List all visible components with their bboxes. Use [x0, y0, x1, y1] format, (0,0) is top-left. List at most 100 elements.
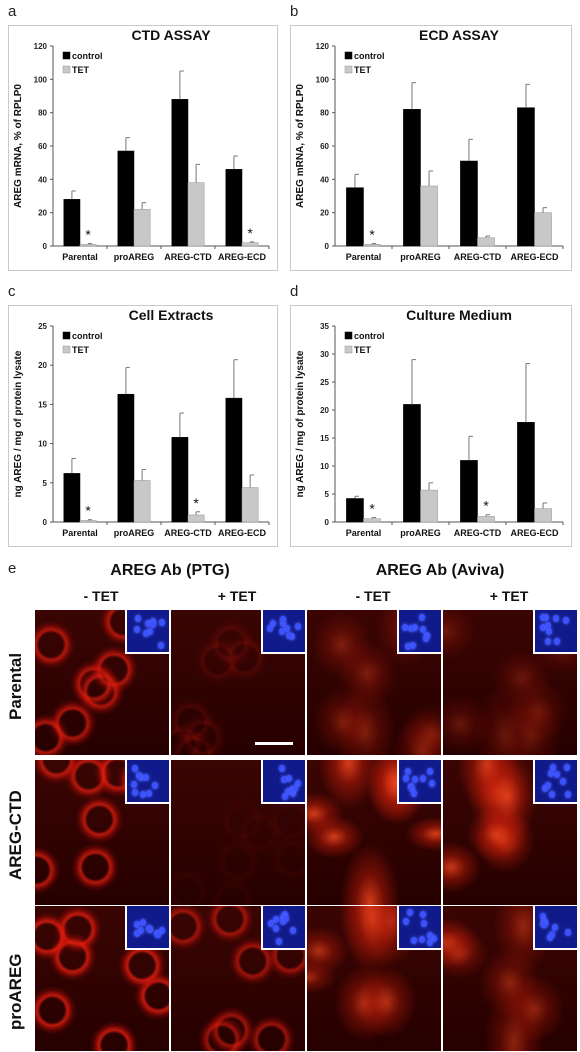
nucleus [295, 623, 301, 630]
bar-control-areg-ctd [171, 99, 189, 247]
bar-control-proareg [117, 150, 135, 247]
nucleus [545, 622, 551, 629]
chart-c-svg: Cell Extracts ng AREG / mg of protein lys… [13, 307, 270, 538]
nucleus [281, 776, 287, 783]
bar-tet-proareg [420, 185, 438, 247]
nuclear-stain-inset [397, 760, 441, 804]
nuclear-stain-inset [533, 760, 577, 804]
x-tick-label: AREG-ECD [218, 252, 267, 262]
x-tick-label: AREG-CTD [454, 528, 502, 538]
x-tick-label: Parental [346, 528, 382, 538]
legend-swatch [344, 65, 353, 74]
legend-label: TET [354, 65, 372, 75]
nucleus [280, 918, 286, 925]
nucleus [283, 915, 289, 922]
nucleus [134, 930, 140, 937]
row-label-areg-ctd: AREG-CTD [6, 790, 25, 880]
nucleus [546, 628, 552, 635]
chart-title: ECD ASSAY [419, 27, 500, 43]
y-tick-label: 20 [38, 361, 47, 370]
micrograph-cell [442, 609, 578, 756]
nucleus [427, 768, 433, 775]
nucleus [150, 621, 156, 628]
bar-tet-areg-ecd [534, 508, 552, 523]
legend-swatch [344, 51, 353, 60]
chart-title: Culture Medium [406, 307, 512, 323]
y-tick-label: 0 [325, 242, 330, 251]
nucleus [545, 638, 551, 645]
nucleus [292, 785, 298, 792]
y-axis-label: AREG mRNA, % of RPLP0 [295, 84, 306, 208]
x-tick-label: AREG-ECD [218, 528, 267, 538]
nucleus [545, 782, 551, 789]
nucleus [540, 624, 546, 631]
nucleus [411, 937, 417, 944]
nucleus [431, 935, 437, 942]
bar-control-parental [346, 498, 364, 523]
bar-tet-areg-ctd [187, 514, 205, 523]
legend-label: TET [72, 345, 90, 355]
significance-marker: * [85, 227, 91, 243]
micrograph-cell [306, 905, 442, 1052]
micrograph-cell [34, 759, 170, 906]
bar-control-areg-ecd [225, 397, 243, 523]
nucleus [412, 624, 418, 631]
x-tick-label: Parental [346, 252, 382, 262]
nucleus [270, 620, 276, 627]
nucleus [276, 938, 282, 945]
y-axis-label: AREG mRNA, % of RPLP0 [13, 84, 24, 208]
micrograph-cell [442, 905, 578, 1052]
nucleus [565, 791, 571, 798]
legend-swatch [62, 345, 71, 354]
nucleus [158, 642, 164, 649]
nucleus [132, 789, 138, 796]
y-tick-label: 60 [320, 142, 329, 151]
bar-control-parental [63, 199, 81, 247]
nucleus [552, 924, 558, 931]
significance-marker: * [85, 503, 91, 519]
nucleus [135, 615, 141, 622]
nucleus [290, 790, 296, 797]
significance-marker: * [369, 501, 375, 517]
nuclear-stain-inset [533, 906, 577, 950]
bar-tet-areg-ctd [477, 516, 495, 523]
y-axis-label: ng AREG / mg of protein lysate [13, 350, 24, 497]
bar-control-areg-ctd [460, 160, 478, 247]
panel-letter-e: e [8, 560, 17, 577]
chart-panel-d: Culture Medium ng AREG / mg of protein ly… [290, 305, 572, 547]
x-tick-label: proAREG [114, 528, 155, 538]
y-tick-label: 20 [320, 209, 329, 218]
legend-swatch [62, 331, 71, 340]
nucleus [295, 780, 301, 787]
bar-control-proareg [403, 109, 421, 247]
micrograph-cell [34, 905, 170, 1052]
y-tick-label: 25 [320, 378, 329, 387]
nucleus [268, 920, 274, 927]
legend-label: TET [354, 345, 372, 355]
nucleus [159, 619, 165, 626]
y-tick-label: 15 [320, 434, 329, 443]
column-label-4: + TET [489, 588, 529, 604]
nucleus [405, 768, 411, 775]
nuclear-stain-inset [397, 906, 441, 950]
y-tick-label: 20 [320, 406, 329, 415]
nucleus [285, 788, 291, 795]
bar-tet-proareg [420, 489, 438, 523]
nucleus [403, 775, 409, 782]
bar-control-areg-ctd [460, 460, 478, 523]
bar-tet-areg-ecd [241, 487, 259, 523]
nucleus [286, 632, 292, 639]
chart-a-svg: CTD ASSAY AREG mRNA, % of RPLP0 0 20 40 60 80 1… [13, 27, 270, 262]
legend-swatch [344, 345, 353, 354]
y-tick-label: 30 [320, 350, 329, 359]
y-tick-label: 100 [34, 75, 48, 84]
nuclear-stain-inset [261, 610, 305, 654]
micrograph-cell [442, 759, 578, 906]
panel-letter-a: a [8, 3, 17, 20]
y-tick-label: 25 [38, 322, 47, 331]
bar-control-proareg [117, 393, 135, 523]
x-tick-label: AREG-CTD [454, 252, 502, 262]
nucleus [131, 781, 137, 788]
nucleus [421, 920, 427, 927]
nucleus [409, 785, 415, 792]
